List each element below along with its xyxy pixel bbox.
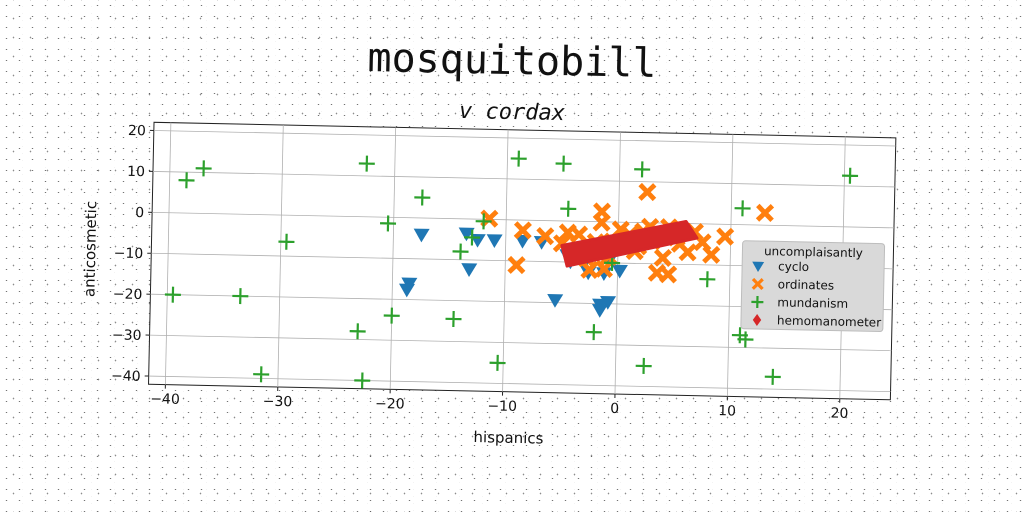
marker-cyclo (413, 228, 430, 243)
marker-cyclo (592, 303, 608, 318)
x-tick-label: −10 (487, 398, 517, 415)
marker-mundanism (734, 200, 751, 217)
marker-mundanism (383, 307, 400, 324)
marker-mundanism (464, 229, 481, 246)
marker-mundanism (232, 288, 249, 305)
marker-cyclo (600, 295, 617, 310)
marker-mundanism (585, 324, 602, 341)
legend-box (740, 240, 886, 333)
y-tick-label: 0 (135, 205, 144, 221)
marker-ordinates (702, 245, 721, 264)
marker-ordinates (507, 255, 526, 275)
marker-mundanism (452, 243, 469, 260)
x-tick-label: 0 (610, 401, 619, 417)
y-gridline (148, 375, 891, 392)
marker-mundanism (489, 354, 506, 371)
marker-ordinates (638, 182, 657, 202)
marker-ordinates (715, 227, 735, 246)
y-axis-label: anticosmetic (80, 201, 100, 297)
x-axis-label: hispanics (473, 428, 543, 447)
x-tick-label: 20 (830, 406, 848, 422)
marker-ordinates (653, 248, 672, 267)
marker-ordinates (513, 221, 532, 240)
legend-label-cyclo: cyclo (778, 259, 809, 274)
y-gridline (152, 211, 894, 229)
y-gridline (149, 334, 892, 352)
legend-title: uncomplaisantly (764, 244, 863, 260)
marker-cyclo (458, 227, 475, 242)
legend: uncomplaisantly cyclo ordinates mundanism h… (740, 240, 886, 333)
marker-mundanism (842, 167, 859, 184)
y-tick-label: 20 (128, 123, 146, 139)
marker-mundanism (354, 372, 371, 389)
marker-mundanism (253, 366, 270, 383)
legend-marker-cyclo (752, 261, 765, 272)
y-tick-label: −20 (113, 286, 143, 303)
axis-ticks: −40 −30 −20 −10 0 10 20 −40 −30 −20 −10 0 10 20 (111, 123, 849, 422)
y-gridline (153, 130, 896, 147)
x-tick-label: −20 (375, 396, 405, 413)
marker-ordinates (755, 203, 775, 223)
x-tick-label: 10 (718, 403, 736, 419)
marker-mundanism (414, 189, 431, 206)
x-tick-label: −30 (263, 394, 293, 411)
marker-mundanism (764, 368, 781, 385)
data-marks (164, 150, 859, 389)
marker-cyclo (514, 234, 531, 249)
legend-label-mundanism: mundanism (777, 295, 848, 310)
legend-marker-ordinates (751, 277, 764, 291)
marker-mundanism (358, 155, 375, 172)
legend-label-ordinates: ordinates (778, 277, 835, 292)
marker-hemomanometer-area (560, 219, 699, 268)
marker-ordinates (592, 202, 612, 221)
marker-mundanism (475, 213, 492, 230)
marker-mundanism (634, 161, 651, 178)
marker-ordinates (594, 259, 614, 279)
marker-mundanism (737, 331, 754, 348)
x-tick-label: −40 (150, 391, 180, 408)
y-tick-label: −10 (114, 245, 144, 262)
marker-mundanism (560, 200, 577, 217)
marker-ordinates (580, 260, 599, 279)
marker-mundanism (635, 357, 652, 374)
marker-mundanism (555, 155, 572, 172)
marker-ordinates (558, 223, 577, 242)
marker-mundanism (380, 215, 397, 232)
marker-mundanism (195, 160, 212, 177)
marker-mundanism (278, 233, 295, 250)
marker-cyclo (486, 234, 503, 248)
marker-cyclo (399, 283, 416, 298)
legend-marker-mundanism (751, 295, 764, 309)
marker-mundanism (164, 286, 181, 303)
y-tick-label: −40 (111, 368, 141, 385)
marker-ordinates (658, 265, 678, 284)
marker-ordinates (678, 243, 697, 262)
marker-cyclo (611, 264, 628, 279)
marker-mundanism (178, 172, 195, 189)
marker-mundanism (699, 271, 716, 288)
y-tick-label: 10 (127, 164, 145, 180)
marker-mundanism (349, 323, 366, 340)
legend-marker-hemomanometer (752, 313, 762, 326)
y-tick-label: −30 (112, 327, 142, 344)
y-gridline (152, 171, 895, 188)
marker-mundanism (510, 150, 527, 167)
marker-cyclo (461, 263, 478, 277)
marker-ordinates (536, 227, 555, 246)
marker-cyclo (547, 294, 564, 308)
legend-label-hemomanometer: hemomanometer (777, 313, 881, 329)
marker-mundanism (445, 310, 462, 327)
